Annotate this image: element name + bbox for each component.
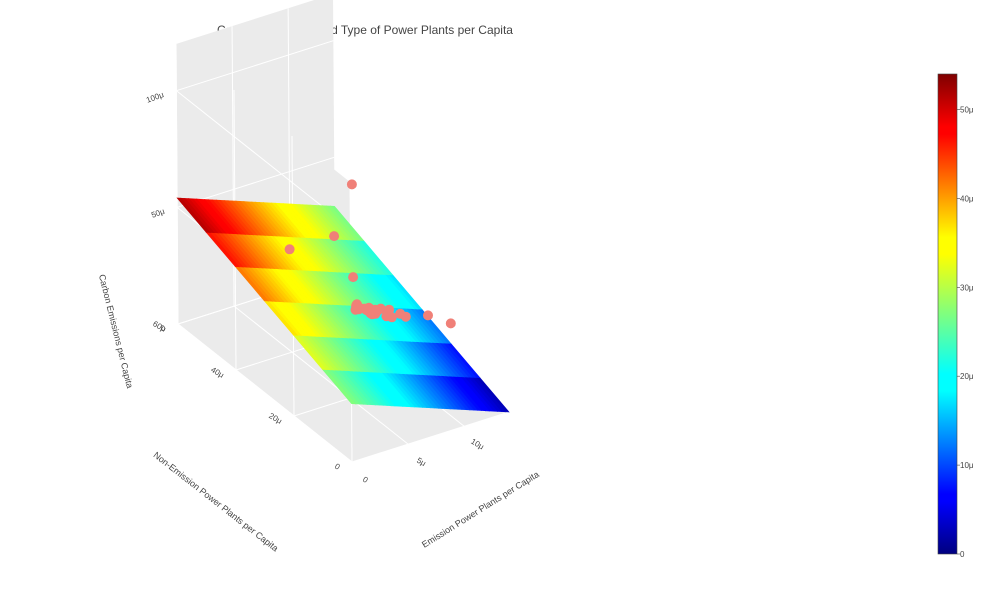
colorbar-tick-label: 20μ bbox=[960, 372, 974, 381]
colorbar-tick-label: 40μ bbox=[960, 194, 974, 203]
y-tick-label: 0 bbox=[333, 462, 342, 472]
z-axis-title: Carbon Emissions per Capita bbox=[97, 273, 135, 389]
x-tick-label: 5μ bbox=[415, 456, 428, 469]
scatter-point bbox=[423, 310, 433, 321]
z-grid-back bbox=[176, 40, 334, 92]
y-axis-title: Non-Emission Power Plants per Capita bbox=[151, 450, 280, 554]
colorbar-gradient bbox=[937, 73, 958, 555]
colorbar-tick-label: 0 bbox=[960, 550, 965, 559]
y-tick-label: 20μ bbox=[267, 411, 284, 426]
scatter-point bbox=[445, 318, 456, 329]
scatter-point bbox=[384, 304, 395, 315]
z-grid-back bbox=[177, 156, 335, 208]
scatter-point bbox=[284, 244, 295, 255]
scatter-point bbox=[348, 272, 359, 283]
x-grid-floor bbox=[233, 305, 409, 445]
scatter-point bbox=[361, 303, 372, 314]
colorbar-tick-label: 50μ bbox=[960, 106, 974, 115]
colorbar-tick-label: 30μ bbox=[960, 283, 974, 292]
colorbar: 0 10μ 20μ 30μ 40μ 50μ bbox=[937, 73, 974, 559]
scatter-point bbox=[346, 179, 357, 190]
scatter-point bbox=[386, 312, 397, 323]
x-tick-label: 0 bbox=[361, 475, 370, 485]
x-tick-label: 10μ bbox=[469, 437, 486, 452]
surface-cell bbox=[176, 197, 211, 233]
colorbar-ticks: 0 10μ 20μ 30μ 40μ 50μ bbox=[957, 106, 974, 559]
z-tick-label: 50μ bbox=[150, 207, 166, 220]
scatter-point bbox=[400, 311, 411, 322]
scatter-point bbox=[329, 231, 340, 242]
z-tick-label: 0 bbox=[159, 323, 167, 333]
regression-surface bbox=[176, 197, 510, 413]
colorbar-tick-label: 10μ bbox=[960, 461, 974, 470]
y-tick-label: 40μ bbox=[209, 365, 226, 380]
y-grid-floor bbox=[351, 411, 510, 463]
scatter-points bbox=[284, 179, 456, 329]
z-tick-label: 100μ bbox=[145, 90, 165, 105]
z-grid-left bbox=[177, 323, 353, 463]
scatter-point bbox=[375, 303, 386, 314]
x-axis-title: Emission Power Plants per Capita bbox=[420, 469, 541, 550]
